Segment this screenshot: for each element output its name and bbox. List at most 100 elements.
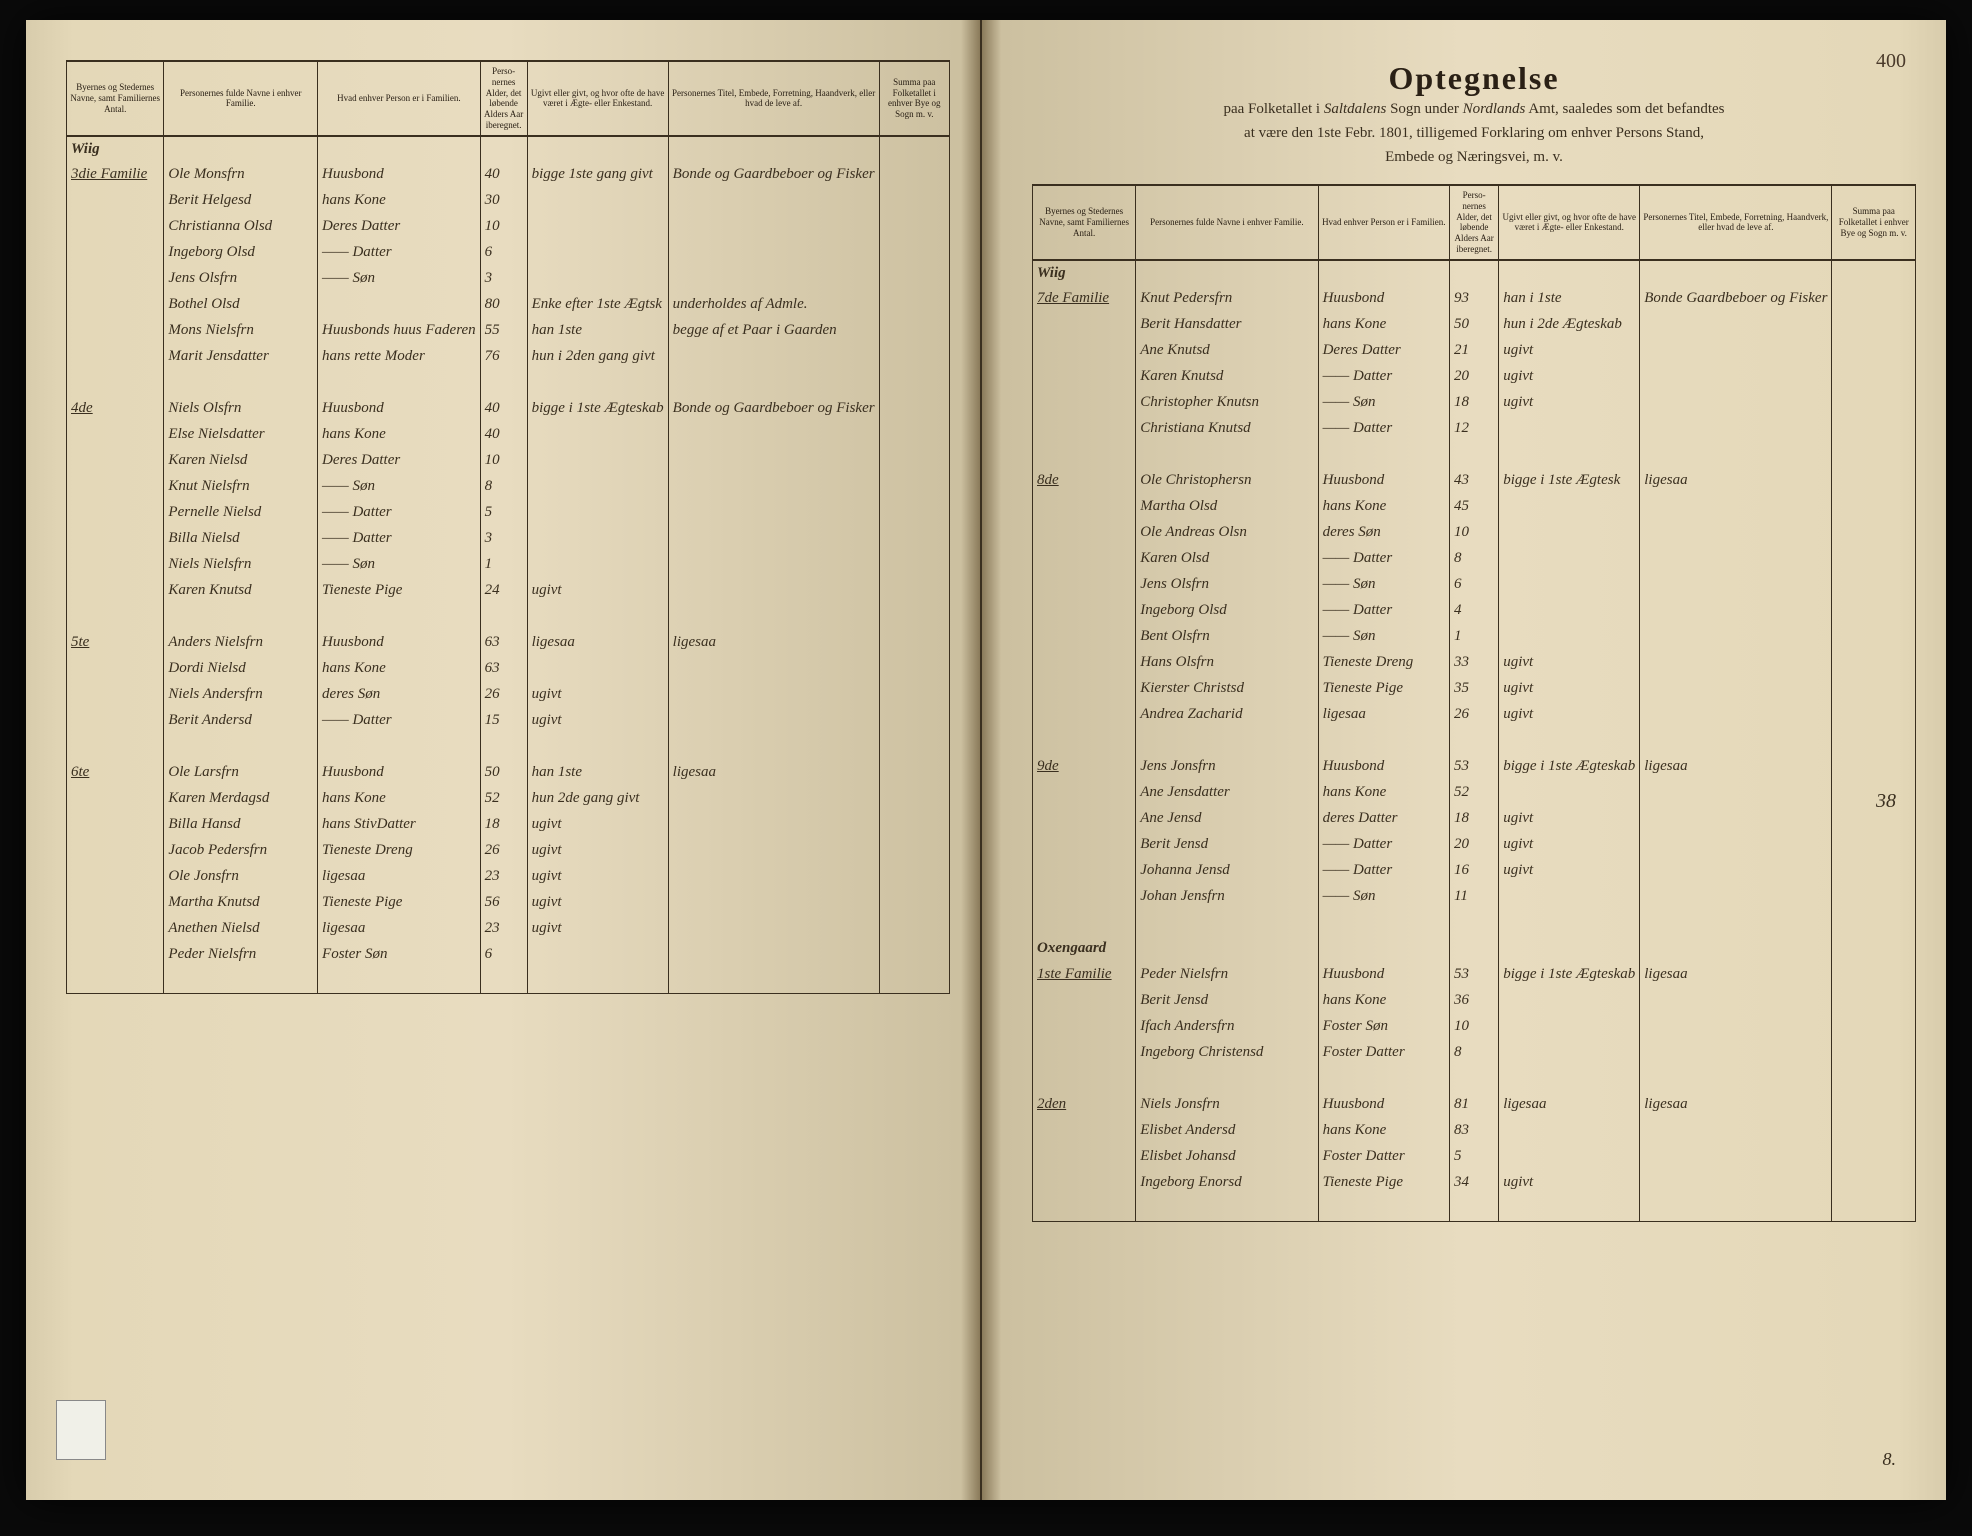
table-row: Berit Jensd—— Datter20ugivt (1033, 832, 1916, 858)
cell-marital (527, 266, 668, 292)
cell-marital (1499, 1144, 1640, 1170)
cell-occupation (1640, 806, 1832, 832)
cell-sum (879, 474, 949, 500)
cell-role: hans Kone (1318, 1118, 1449, 1144)
cell-sum (879, 266, 949, 292)
cell-occupation: ligesaa (668, 630, 879, 656)
place-heading: Wiig (67, 136, 164, 162)
cell-age: 83 (1450, 1118, 1499, 1144)
cell-sum (1832, 676, 1916, 702)
cell-age: 76 (480, 344, 527, 370)
cell-family (1033, 832, 1136, 858)
header-sum: Summa paa Folketallet i enhver Bye og So… (879, 61, 949, 136)
cell-family: 8de (1033, 468, 1136, 494)
cell-occupation (1640, 520, 1832, 546)
cell-name: Berit Helgesd (164, 188, 318, 214)
cell-age: 50 (480, 760, 527, 786)
cell-age: 24 (480, 578, 527, 604)
table-row (1033, 442, 1916, 468)
cell-name: Ingeborg Christensd (1136, 1040, 1318, 1066)
cell-marital: bigge i 1ste Ægteskab (527, 396, 668, 422)
cell-family (67, 890, 164, 916)
cell-age: 8 (1450, 1040, 1499, 1066)
cell-role: Huusbond (1318, 1092, 1449, 1118)
cell-name: Martha Knutsd (164, 890, 318, 916)
cell-family (1033, 1170, 1136, 1196)
cell-family (1033, 312, 1136, 338)
header-place: Byernes og Stedernes Navne, samt Familie… (1033, 185, 1136, 260)
cell-age: 8 (480, 474, 527, 500)
cell-name: Christiana Knutsd (1136, 416, 1318, 442)
cell-sum (879, 890, 949, 916)
header-sum: Summa paa Folketallet i enhver Bye og So… (1832, 185, 1916, 260)
cell-role: Deres Datter (318, 214, 481, 240)
cell-role: hans Kone (318, 786, 481, 812)
cell-marital (1499, 598, 1640, 624)
cell-family (1033, 884, 1136, 910)
cell-occupation (668, 890, 879, 916)
cell-marital: ugivt (527, 890, 668, 916)
cell-family (67, 916, 164, 942)
left-page: Byernes og Stedernes Navne, samt Familie… (26, 20, 982, 1500)
cell-marital (1499, 624, 1640, 650)
cell-role: Huusbond (1318, 962, 1449, 988)
title-amt: Nordlands (1463, 101, 1526, 117)
cell-role: Huusbond (318, 630, 481, 656)
cell-name: Ane Jensd (1136, 806, 1318, 832)
cell-marital (1499, 988, 1640, 1014)
cell-role: Deres Datter (318, 448, 481, 474)
table-row: Jacob PedersfrnTieneste Dreng26ugivt (67, 838, 950, 864)
cell-age: 34 (1450, 1170, 1499, 1196)
cell-marital: ligesaa (1499, 1092, 1640, 1118)
cell-sum (1832, 1040, 1916, 1066)
cell-family: 7de Familie (1033, 286, 1136, 312)
header-row: Byernes og Stedernes Navne, samt Familie… (1033, 185, 1916, 260)
cell-sum (1832, 962, 1916, 988)
cell-name: Karen Nielsd (164, 448, 318, 474)
header-role: Hvad enhver Person er i Familien. (318, 61, 481, 136)
cell-occupation (668, 578, 879, 604)
cell-family: 1ste Familie (1033, 962, 1136, 988)
cell-family (67, 682, 164, 708)
cell-age: 10 (480, 448, 527, 474)
cell-sum (1832, 364, 1916, 390)
cell-age: 20 (1450, 832, 1499, 858)
cell-role: Foster Søn (1318, 1014, 1449, 1040)
cell-family (1033, 598, 1136, 624)
cell-occupation (1640, 702, 1832, 728)
cell-age: 15 (480, 708, 527, 734)
cell-occupation: Bonde Gaardbeboer og Fisker (1640, 286, 1832, 312)
cell-occupation (668, 656, 879, 682)
cell-family (67, 318, 164, 344)
cell-role: deres Søn (1318, 520, 1449, 546)
cell-sum (879, 162, 949, 188)
cell-role: —— Datter (1318, 832, 1449, 858)
cell-name: Ingeborg Olsd (1136, 598, 1318, 624)
cell-family (1033, 494, 1136, 520)
cell-marital (1499, 1118, 1640, 1144)
cell-age: 40 (480, 422, 527, 448)
cell-name: Ole Christophersn (1136, 468, 1318, 494)
table-row: Ingeborg Olsd—— Datter6 (67, 240, 950, 266)
cell-age: 40 (480, 396, 527, 422)
cell-family: 6te (67, 760, 164, 786)
table-row: Anethen Nielsdligesaa23ugivt (67, 916, 950, 942)
cell-occupation (668, 786, 879, 812)
cell-age: 11 (1450, 884, 1499, 910)
cell-family (1033, 650, 1136, 676)
table-row: Knut Nielsfrn—— Søn8 (67, 474, 950, 500)
table-row: Berit Jensdhans Kone36 (1033, 988, 1916, 1014)
table-row: Jens Olsfrn—— Søn3 (67, 266, 950, 292)
cell-occupation (1640, 650, 1832, 676)
title-line2: at være den 1ste Febr. 1801, tilligemed … (1244, 125, 1704, 141)
table-row: Ole Jonsfrnligesaa23ugivt (67, 864, 950, 890)
cell-marital (1499, 780, 1640, 806)
cell-role: —— Datter (318, 500, 481, 526)
cell-sum (1832, 1144, 1916, 1170)
footer-number: 8. (1883, 1449, 1897, 1470)
cell-name: Karen Knutsd (1136, 364, 1318, 390)
header-age: Perso-nernes Alder, det løbende Alders A… (1450, 185, 1499, 260)
cell-name: Niels Nielsfrn (164, 552, 318, 578)
table-row: Ane KnutsdDeres Datter21ugivt (1033, 338, 1916, 364)
header-marital: Ugivt eller givt, og hvor ofte de have v… (527, 61, 668, 136)
